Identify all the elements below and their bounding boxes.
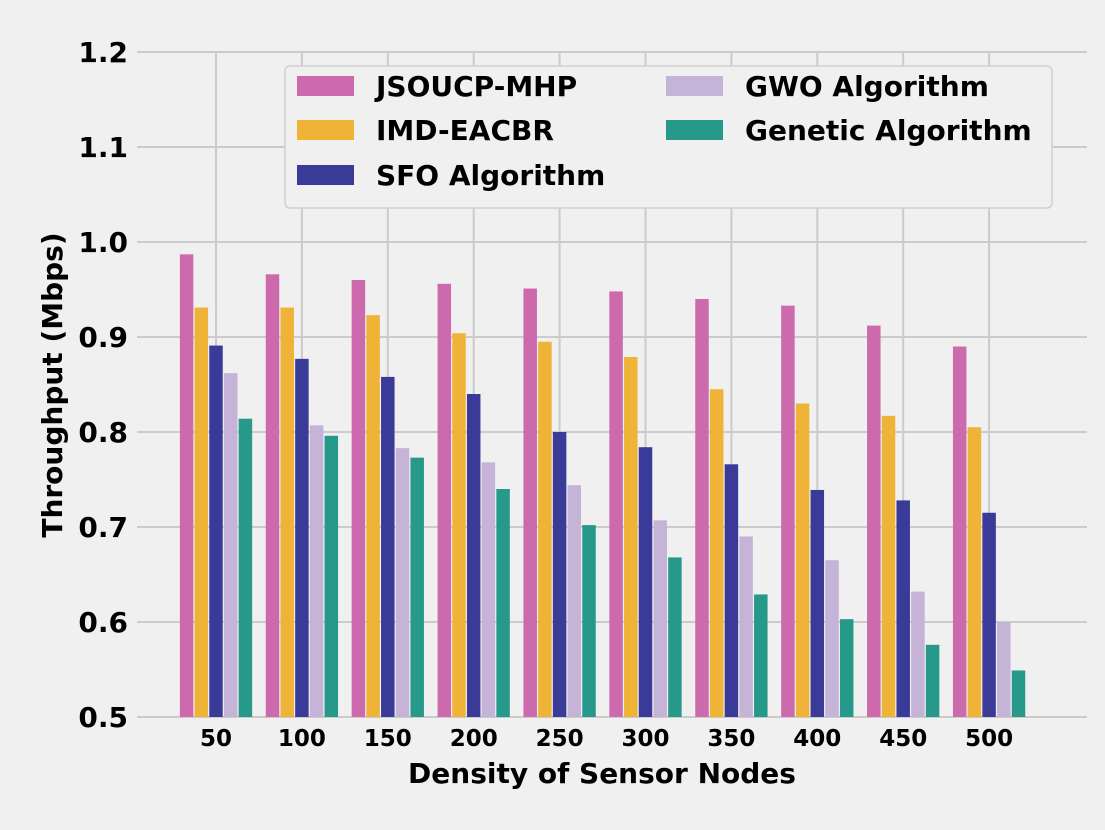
bar xyxy=(839,619,854,717)
y-tick-label: 0.5 xyxy=(78,701,128,734)
bar xyxy=(739,536,753,717)
bar xyxy=(967,427,982,717)
bar xyxy=(1011,670,1026,717)
y-axis-title: Throughput (Mbps) xyxy=(36,232,69,537)
legend-label: JSOUCP-MHP xyxy=(374,70,577,103)
bar xyxy=(896,500,910,717)
bar xyxy=(609,291,623,717)
bar xyxy=(295,358,309,717)
bar xyxy=(452,333,466,717)
bar xyxy=(437,283,452,717)
bar xyxy=(567,485,582,717)
bar xyxy=(179,254,194,717)
x-tick-label: 200 xyxy=(450,726,498,752)
legend-swatch xyxy=(297,165,354,185)
x-tick-label: 500 xyxy=(965,726,1013,752)
bar xyxy=(754,594,768,717)
series-imd-eacbr xyxy=(194,307,982,717)
bar xyxy=(552,432,567,717)
x-tick-label: 450 xyxy=(879,726,927,752)
x-tick-label: 250 xyxy=(536,726,584,752)
legend-swatch xyxy=(297,120,354,140)
bar xyxy=(265,274,280,717)
bar xyxy=(523,288,537,717)
bar xyxy=(825,560,839,717)
x-tick-label: 100 xyxy=(278,726,326,752)
x-tick-label: 150 xyxy=(364,726,412,752)
bar xyxy=(911,591,925,717)
bar xyxy=(481,462,496,717)
legend-label: Genetic Algorithm xyxy=(745,114,1032,147)
tick-layer: 0.5 0.6 0.7 0.8 0.9 1.0 1.1 1.2 50 100 150 200 250 30… xyxy=(78,36,1013,752)
bar xyxy=(810,489,825,717)
y-tick-label: 0.6 xyxy=(78,606,128,639)
series-jsoucp-mhp xyxy=(179,254,967,717)
legend-swatch xyxy=(297,76,354,96)
y-tick-label: 0.7 xyxy=(78,511,128,544)
legend-label: SFO Algorithm xyxy=(376,159,605,192)
bar xyxy=(781,305,795,717)
bar xyxy=(709,389,724,717)
bar xyxy=(952,346,967,717)
legend-swatch xyxy=(666,76,723,96)
series-gwo-algorithm xyxy=(223,373,1011,717)
bar xyxy=(582,525,596,717)
y-tick-label: 0.9 xyxy=(78,321,128,354)
bar xyxy=(724,464,739,717)
bar xyxy=(223,373,238,717)
bar xyxy=(351,280,366,717)
legend-swatch xyxy=(666,120,723,140)
bar xyxy=(194,307,209,717)
bar xyxy=(638,447,653,717)
legend-label: GWO Algorithm xyxy=(745,70,989,103)
bar xyxy=(466,394,481,717)
y-tick-label: 1.2 xyxy=(78,36,128,69)
bar xyxy=(653,520,667,717)
bar xyxy=(624,356,638,717)
bar xyxy=(280,307,294,717)
bar xyxy=(881,415,896,717)
bar xyxy=(324,435,339,717)
bar xyxy=(381,376,395,717)
y-tick-label: 0.8 xyxy=(78,416,128,449)
series-genetic-algorithm xyxy=(238,418,1026,717)
bar xyxy=(668,557,682,717)
bar xyxy=(410,457,424,717)
series-sfo-algorithm xyxy=(209,345,996,717)
bar xyxy=(867,325,881,717)
legend-label: IMD-EACBR xyxy=(376,114,554,147)
bar xyxy=(795,403,810,717)
bar xyxy=(538,341,552,717)
y-tick-label: 1.1 xyxy=(78,131,128,164)
bar xyxy=(925,644,940,717)
bar xyxy=(366,315,380,717)
y-tick-label: 1.0 xyxy=(78,226,128,259)
x-tick-label: 350 xyxy=(707,726,755,752)
legend: JSOUCP-MHP IMD-EACBR SFO Algorithm GWO Algo… xyxy=(284,65,1053,209)
x-tick-label: 50 xyxy=(200,726,232,752)
bar xyxy=(982,512,996,717)
bar-layer xyxy=(179,254,1026,717)
x-tick-label: 400 xyxy=(793,726,841,752)
bar xyxy=(309,425,324,717)
bar xyxy=(496,489,510,717)
x-axis-title: Density of Sensor Nodes xyxy=(408,757,796,790)
bar xyxy=(209,345,223,717)
bar xyxy=(695,299,709,717)
bar xyxy=(997,622,1011,717)
bar xyxy=(238,418,253,717)
x-tick-label: 300 xyxy=(621,726,669,752)
bar xyxy=(395,448,410,717)
